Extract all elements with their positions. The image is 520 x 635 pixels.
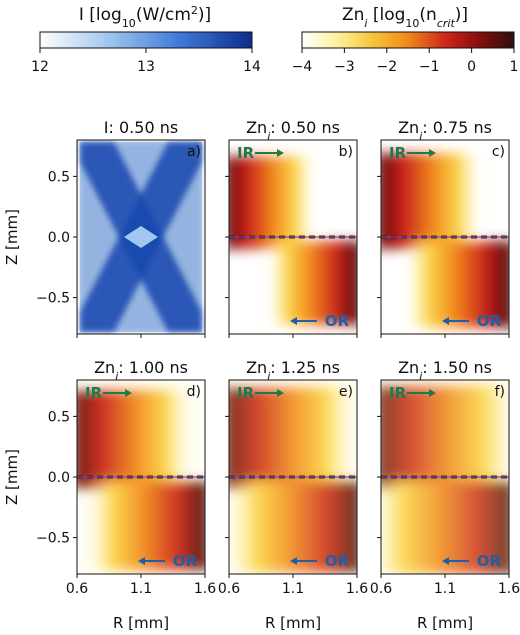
ir-label: IR (237, 384, 255, 402)
panel-f: IR OR f)Zni: 1.50 ns (380, 358, 510, 575)
colorbar-intensity-title: I [log10(W/cm2)] (79, 4, 211, 30)
x-tick-label: 1.6 (194, 581, 216, 597)
panel-e: IR OR e)Zni: 1.25 ns (228, 358, 358, 575)
colorbar-tick-label: 1 (510, 59, 519, 75)
colorbar-tick-label: −3 (334, 59, 355, 75)
y-tick-label: −0.5 (36, 291, 70, 307)
colorbar-tick-label: −1 (419, 59, 440, 75)
panel-label: d) (187, 384, 201, 400)
colorbar-density-bar (301, 31, 515, 49)
or-label: OR (325, 552, 350, 570)
colorbar-density: Zni [log10(ncrit)] −4 −3 −2 −1 0 1 (292, 5, 519, 75)
panel-label: b) (339, 144, 353, 160)
panel-title: Zni: 1.25 ns (246, 358, 340, 383)
y-tick-label: 0.0 (48, 470, 70, 486)
colorbar-tick-label: 12 (31, 59, 49, 75)
panel-label: c) (492, 144, 505, 160)
x-tick-label: 0.6 (218, 581, 240, 597)
panel-a: a) I: 0.50 ns (76, 118, 206, 335)
density-lower (406, 241, 509, 328)
y-axis-label: Z [mm] (3, 209, 21, 265)
colorbar-tick-label: −2 (376, 59, 397, 75)
x-tick-label: 0.6 (66, 581, 88, 597)
panel-title: Zni: 0.75 ns (398, 118, 492, 143)
y-tick-label: 0.5 (48, 409, 70, 425)
panel-title: Zni: 0.50 ns (246, 118, 340, 143)
ir-label: IR (237, 144, 255, 162)
x-tick-label: 1.1 (130, 581, 152, 597)
ir-label: IR (85, 384, 103, 402)
x-axis-label: R [mm] (113, 614, 169, 632)
colorbar-tick-label: 0 (467, 59, 476, 75)
colorbar-intensity-bar (39, 31, 253, 49)
intensity-center-diamond (124, 226, 158, 248)
x-axis-label: R [mm] (417, 614, 473, 632)
x-tick-label: 1.1 (282, 581, 304, 597)
panel-d: IR OR d)Zni: 1.00 ns (76, 358, 206, 575)
density-lower (268, 241, 357, 325)
x-tick-label: 1.6 (498, 581, 520, 597)
panel-label: e) (339, 384, 353, 400)
or-label: OR (325, 312, 350, 330)
panel-b: IR OR b)Zni: 0.50 ns (228, 118, 358, 335)
ir-label: IR (389, 384, 407, 402)
x-axis-label: R [mm] (265, 614, 321, 632)
or-label: OR (173, 552, 198, 570)
panel-label: a) (187, 144, 201, 160)
panel-title: Zni: 1.50 ns (398, 358, 492, 383)
panel-title: I: 0.50 ns (104, 118, 178, 137)
y-axis-label: Z [mm] (3, 449, 21, 505)
colorbar-tick-label: 13 (137, 59, 155, 75)
y-tick-label: 0.5 (48, 169, 70, 185)
density-upper (229, 156, 314, 249)
y-tick-label: −0.5 (36, 531, 70, 547)
colorbar-density-title: Zni [log10(ncrit)] (342, 5, 468, 30)
density-upper (381, 153, 480, 249)
colorbar-tick-label: 14 (243, 59, 261, 75)
colorbar-intensity: I [log10(W/cm2)] 12 13 14 (31, 4, 261, 76)
colorbar-tick-label: −4 (292, 59, 313, 75)
x-tick-label: 1.6 (346, 581, 368, 597)
y-tick-label: 0.0 (48, 230, 70, 246)
panel-label: f) (495, 384, 505, 400)
or-label: OR (477, 312, 502, 330)
panel-c: IR OR c)Zni: 0.75 ns (380, 118, 510, 335)
ir-label: IR (389, 144, 407, 162)
x-tick-label: 1.1 (434, 581, 456, 597)
panel-title: Zni: 1.00 ns (94, 358, 188, 383)
x-tick-label: 0.6 (370, 581, 392, 597)
or-label: OR (477, 552, 502, 570)
